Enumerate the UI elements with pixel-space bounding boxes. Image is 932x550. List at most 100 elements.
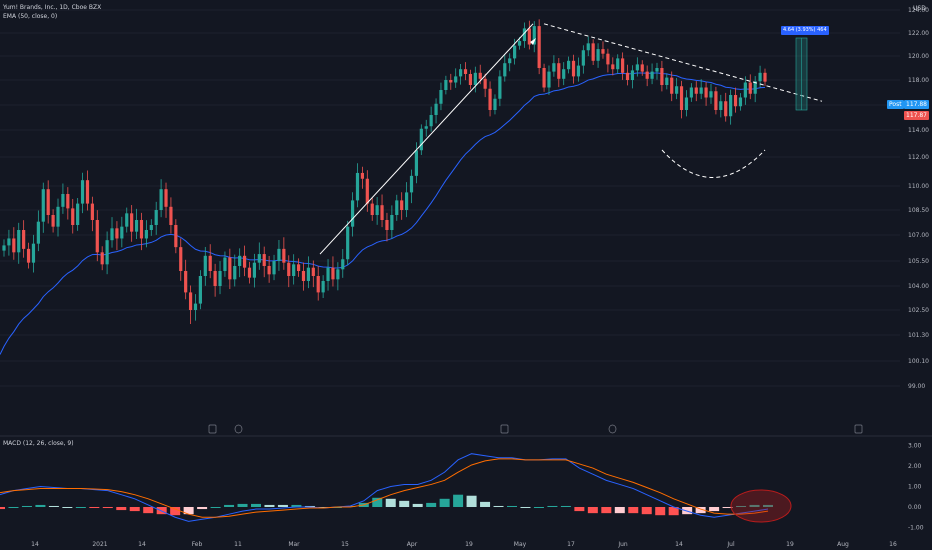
candle-body — [650, 71, 654, 79]
candle-body — [478, 72, 482, 79]
macd-tick-label: 2.00 — [908, 463, 922, 470]
candle-body — [596, 49, 600, 61]
macd-histogram-bar — [493, 505, 504, 507]
last-price-tag: 117.87 — [904, 111, 929, 120]
macd-histogram-bar — [520, 507, 531, 508]
macd-histogram-bar — [439, 498, 450, 507]
macd-pane: 3.00 2.00 1.00 0.00 -1.00 — [0, 443, 924, 532]
macd-histogram-bar — [547, 505, 558, 507]
ema-legend: EMA (50, close, 0) — [3, 13, 58, 20]
candle-body — [76, 203, 80, 225]
candle-body — [395, 200, 399, 215]
candle-body — [449, 80, 453, 83]
candle-body — [655, 68, 659, 72]
candle-body — [100, 252, 104, 265]
candle-body — [125, 213, 129, 227]
candle-body — [684, 97, 689, 110]
candle-body — [488, 88, 492, 110]
candle-body — [385, 220, 389, 230]
macd-legend: MACD (12, 26, close, 9) — [3, 440, 74, 447]
candle-body — [105, 240, 109, 265]
macd-histogram-bar — [668, 507, 679, 516]
candle-body — [242, 255, 247, 268]
candle-body — [724, 101, 728, 117]
candle-body — [301, 271, 306, 281]
annotations — [0, 23, 932, 437]
candle-body — [414, 150, 419, 176]
candle-body — [640, 64, 644, 72]
time-tick-label: 14 — [138, 541, 146, 548]
candle-body — [729, 95, 733, 117]
candle-body — [365, 178, 369, 204]
macd-histogram-bar — [8, 507, 19, 508]
price-tick-label: 104.00 — [908, 283, 929, 290]
candle-body — [174, 225, 178, 248]
candle-body — [203, 255, 207, 276]
price-tick-label: 122.00 — [908, 30, 929, 37]
macd-histogram-bar — [21, 505, 32, 507]
candle-body — [208, 255, 212, 271]
macd-histogram-bar — [763, 504, 773, 507]
macd-histogram-bar — [291, 504, 302, 507]
candle-body — [321, 281, 325, 293]
macd-histogram-bar — [48, 505, 59, 507]
macd-histogram-bar — [251, 503, 261, 507]
candle-body — [537, 26, 541, 69]
candle-body — [316, 276, 320, 293]
candle-body — [562, 69, 566, 79]
candle-body — [296, 264, 301, 271]
candle-body — [110, 228, 114, 241]
macd-histogram-bar — [412, 503, 423, 507]
macd-histogram-bar — [129, 507, 140, 512]
macd-histogram-bar — [264, 504, 275, 507]
candle-body — [719, 101, 723, 110]
candle-body — [252, 262, 256, 278]
candle-body — [567, 60, 571, 70]
candle-body — [660, 68, 664, 85]
candle-body — [429, 115, 433, 127]
candle-body — [513, 45, 517, 59]
macd-histogram-bar — [277, 504, 288, 507]
candle-body — [282, 248, 286, 263]
candle-body — [22, 230, 26, 249]
candle-body — [130, 213, 134, 232]
candle-body — [198, 276, 202, 304]
macd-histogram-bar — [75, 507, 86, 508]
macd-histogram-bar — [345, 505, 356, 507]
candle-body — [434, 103, 438, 115]
price-tick-label: 105.50 — [908, 258, 929, 265]
candle-body — [7, 238, 11, 246]
candle-body — [17, 230, 21, 253]
candle-body — [621, 58, 625, 73]
candle-body — [468, 74, 473, 85]
post-price-tag: 117.88 — [904, 100, 929, 109]
candle-body — [645, 71, 649, 79]
candle-body — [149, 225, 153, 230]
candle-body — [758, 72, 762, 82]
candle-body — [733, 95, 738, 107]
candle-body — [454, 76, 458, 83]
candle-body — [31, 243, 36, 263]
macd-histogram-bar — [641, 507, 652, 515]
macd-histogram-bar — [143, 507, 154, 514]
candle-body — [375, 205, 379, 215]
event-marker — [208, 424, 217, 434]
candle-body — [616, 58, 620, 70]
price-tick-label: 124.00 — [908, 7, 929, 14]
macd-histogram-bar — [736, 505, 747, 507]
candle-body — [444, 80, 448, 90]
candle-body — [12, 238, 16, 253]
candle-body — [341, 259, 345, 270]
macd-histogram-bar — [695, 507, 706, 514]
time-tick-label: 19 — [786, 541, 794, 548]
macd-histogram-bar — [587, 507, 598, 514]
price-tick-label: 114.00 — [908, 127, 929, 134]
candle-body — [272, 261, 276, 275]
candle-body — [306, 267, 310, 281]
candle-body — [355, 172, 360, 201]
macd-histogram-bar — [426, 502, 437, 507]
grid — [0, 9, 900, 387]
candle-body — [419, 128, 423, 151]
candle-body — [498, 76, 502, 99]
